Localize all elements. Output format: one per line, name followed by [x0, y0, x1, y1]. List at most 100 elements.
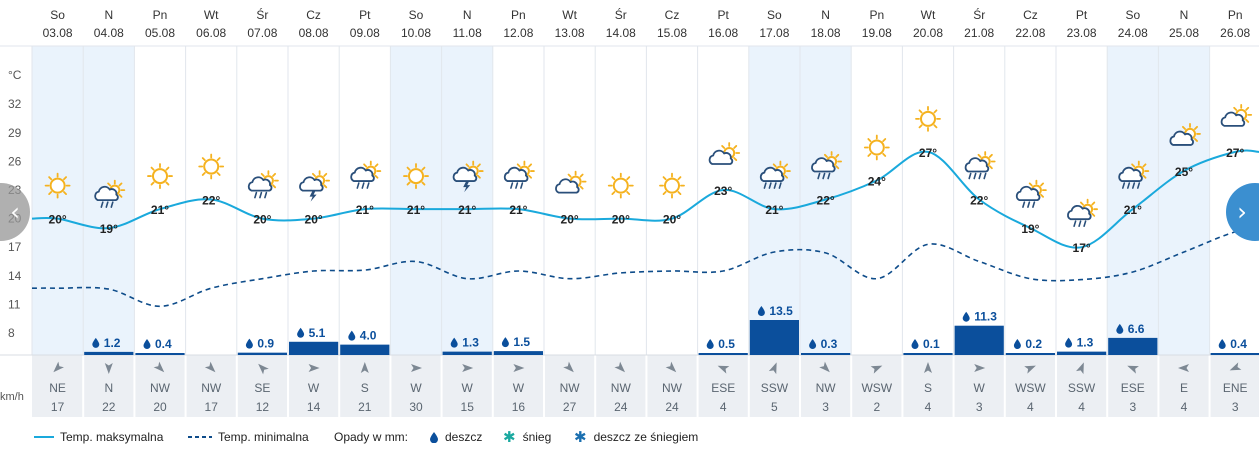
raindrop-icon — [1218, 339, 1226, 349]
wind-speed-label: 20 — [153, 400, 167, 414]
sun-ray — [662, 191, 667, 195]
precipitation-value: 0.1 — [923, 337, 940, 351]
rain-streak — [515, 182, 519, 189]
sun-ray — [48, 176, 53, 181]
precipitation-label: 0.1 — [911, 337, 940, 351]
wind-direction-label: W — [974, 381, 986, 395]
wind-arrow-shape — [258, 363, 269, 375]
temp-tick-label: 11 — [8, 297, 21, 311]
wind-arrow-icon — [462, 364, 474, 372]
wind-arrow-icon — [104, 363, 113, 374]
wind-arrow-icon — [1229, 362, 1242, 371]
temp-tick-label: 8 — [8, 326, 15, 340]
tmax-value-label: 19° — [1021, 222, 1039, 236]
precipitation-value: 13.5 — [769, 304, 793, 318]
wind-arrow-icon — [717, 365, 730, 374]
rain-streak — [763, 182, 767, 189]
precipitation-value: 11.3 — [974, 310, 997, 324]
wind-arrow-shape — [1229, 362, 1242, 371]
raindrop-icon — [706, 339, 714, 349]
wind-direction-label: W — [462, 381, 474, 395]
rain-streak — [356, 182, 360, 189]
day-of-week-label: Cz — [665, 8, 680, 22]
raindrop-icon — [757, 306, 765, 317]
wind-speed-label: 24 — [614, 400, 628, 414]
raindrop-icon — [962, 311, 970, 322]
day-of-week-label: Wt — [204, 8, 219, 22]
wind-arrow-icon — [411, 364, 422, 372]
tmax-value-label: 20° — [663, 213, 681, 227]
tmax-value-label: 24° — [868, 174, 886, 188]
wind-speed-label: 4 — [1181, 400, 1188, 414]
date-label: 05.08 — [145, 26, 175, 40]
sun-ray — [150, 166, 155, 171]
wind-arrow-icon — [513, 364, 525, 372]
rain-streak — [1032, 201, 1036, 208]
wind-direction-label: ESE — [1121, 381, 1145, 395]
day-of-week-label: So — [409, 8, 424, 22]
date-label: 11.08 — [453, 26, 482, 40]
sun-icon — [659, 172, 685, 199]
wind-arrow-shape — [870, 365, 883, 374]
temp-tick-label: 14 — [8, 269, 22, 283]
wind-arrow-icon — [258, 363, 269, 375]
wind-arrow-shape — [665, 361, 677, 373]
sun-ray — [272, 184, 277, 189]
precipitation-value: 0.5 — [718, 337, 735, 351]
rain-streak — [1122, 182, 1126, 189]
sun-ray — [1142, 174, 1147, 179]
wind-speed-label: 4 — [1078, 400, 1085, 414]
wind-direction-label: ESE — [711, 381, 735, 395]
wind-speed-label: 4 — [1027, 400, 1034, 414]
tmax-value-label: 22° — [202, 194, 220, 208]
sun-ray — [1040, 193, 1045, 198]
precipitation-bar — [289, 341, 339, 355]
wind-direction-label: SE — [254, 381, 270, 395]
wind-arrow-shape — [308, 364, 320, 372]
rain-streak — [1127, 182, 1131, 189]
cloud-shape — [1118, 166, 1143, 182]
wind-arrow-shape — [717, 365, 730, 374]
forecast-chart: So 03.08 N 04.08 Pn 05.08 Wt 06.08 Śr 07.08 Cz 08.0… — [0, 0, 1259, 418]
precipitation-label: 1.2 — [92, 336, 121, 350]
sun-disc — [49, 177, 66, 194]
rain-streak — [254, 191, 258, 199]
tmax-value-label: 19° — [100, 222, 118, 236]
rain-streak — [822, 172, 826, 180]
date-label: 13.08 — [555, 26, 585, 40]
sun-cloud-rain-icon — [1067, 198, 1098, 227]
sun-ray — [201, 171, 206, 176]
tmax-value-label: 21° — [1124, 203, 1142, 217]
temp-tick-label: 26 — [8, 154, 22, 168]
sun-cloud-rain-icon — [503, 160, 535, 189]
raindrop-icon — [92, 337, 100, 348]
wind-speed-label: 3 — [1232, 400, 1239, 414]
sun-icon — [147, 163, 173, 189]
sun-ray — [882, 138, 887, 143]
cloud-shape — [708, 149, 734, 165]
precipitation-bar — [135, 353, 185, 355]
sun-ray — [918, 124, 923, 129]
chevron-right-icon: › — [1237, 198, 1247, 226]
legend-rain-label: deszcz — [445, 430, 483, 444]
sun-ray — [421, 181, 426, 186]
sun-ray — [977, 153, 982, 158]
wind-speed-label: 3 — [976, 400, 983, 414]
sun-icon — [44, 172, 71, 199]
tmax-value-label: 25° — [1175, 165, 1193, 179]
wind-arrow-icon — [360, 362, 369, 373]
sun-ray — [118, 182, 123, 187]
rain-streak — [778, 182, 782, 189]
tmin-line — [31, 229, 1259, 308]
cloud-shape — [247, 176, 273, 192]
precipitation-value: 0.4 — [1230, 337, 1247, 351]
wind-arrow-shape — [462, 364, 474, 372]
sun-ray — [165, 181, 170, 186]
sun-ray — [374, 163, 379, 168]
rain-streak — [1132, 182, 1136, 189]
sun-ray — [1194, 137, 1198, 142]
tmax-value-label: 20° — [561, 213, 579, 227]
cloud-shape — [555, 178, 580, 194]
header-background — [0, 0, 1259, 46]
wind-speed-label: 24 — [665, 400, 679, 414]
